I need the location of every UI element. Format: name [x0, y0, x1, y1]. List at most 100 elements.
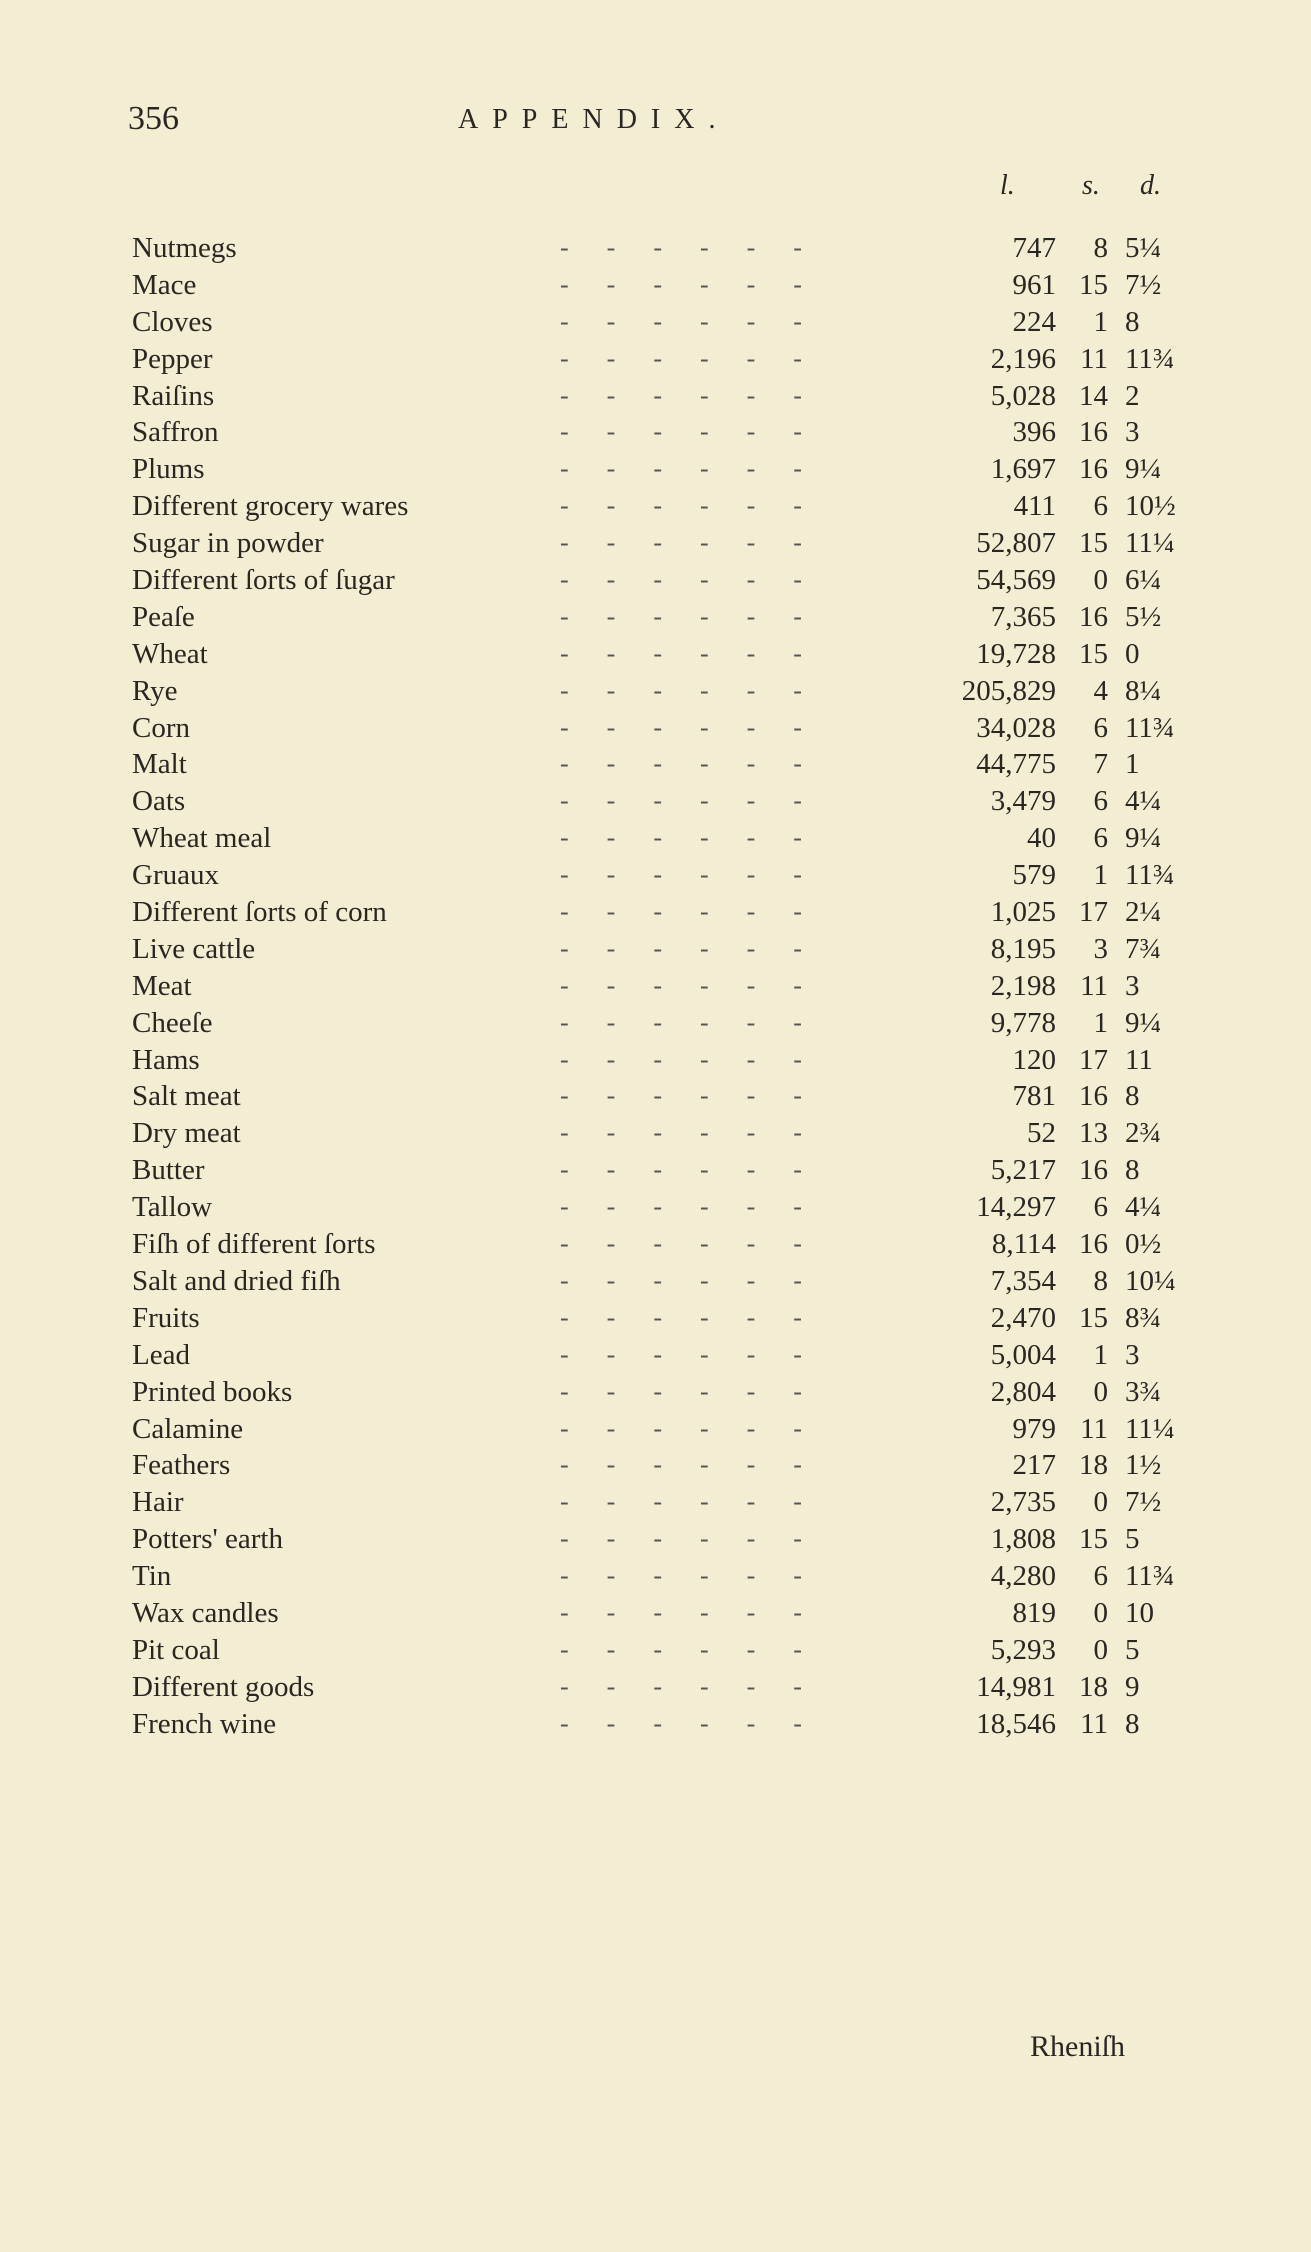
- table-row: French wine 18,546 11 8 ------: [0, 1706, 1311, 1743]
- table-row: Potters' earth 1,808 15 5 ------: [0, 1521, 1311, 1558]
- pence-value: 4¼: [1125, 785, 1162, 818]
- pounds-value: 1,025: [990, 896, 1056, 929]
- shillings-value: 16: [1079, 1154, 1108, 1187]
- pounds-value: 217: [1012, 1449, 1057, 1482]
- pence-value: 2¾: [1125, 1117, 1162, 1150]
- item-name: Cloves: [132, 305, 213, 338]
- item-name: Corn: [132, 711, 190, 744]
- dot-leader: ------: [560, 1450, 840, 1480]
- item-name: Wheat meal: [132, 822, 272, 855]
- item-name: Hams: [132, 1043, 200, 1076]
- item-name: Different grocery wares: [132, 490, 409, 523]
- item-name: Rye: [132, 674, 178, 707]
- pence-value: 8: [1125, 1707, 1140, 1740]
- table-row: Different ſorts of ſugar 54,569 0 6¼ ------: [0, 562, 1311, 599]
- table-row: Calamine 979 11 11¼ ------: [0, 1411, 1311, 1448]
- pounds-value: 14,981: [976, 1670, 1056, 1703]
- pounds-value: 4,280: [990, 1560, 1056, 1593]
- pounds-value: 7,365: [990, 600, 1056, 633]
- pence-value: 1½: [1125, 1449, 1162, 1482]
- item-name: Lead: [132, 1338, 190, 1371]
- pence-value: 0½: [1125, 1228, 1162, 1261]
- pence-value: 4¼: [1125, 1191, 1162, 1224]
- pounds-value: 52,807: [976, 527, 1056, 560]
- pounds-value: 40: [1027, 822, 1056, 855]
- dot-leader: ------: [560, 1597, 840, 1627]
- pence-value: 7½: [1125, 268, 1162, 301]
- shillings-value: 0: [1093, 1375, 1109, 1408]
- pounds-value: 19,728: [976, 637, 1056, 670]
- dot-leader: ------: [560, 417, 840, 447]
- pounds-value: 2,804: [990, 1375, 1056, 1408]
- shillings-value: 11: [1080, 1707, 1108, 1740]
- shillings-value: 17: [1079, 896, 1108, 929]
- item-name: Raiſins: [132, 379, 215, 412]
- item-name: Salt meat: [132, 1080, 241, 1113]
- pounds-value: 5,217: [990, 1154, 1056, 1187]
- shillings-value: 15: [1079, 637, 1108, 670]
- pence-value: 9¼: [1125, 453, 1162, 486]
- shillings-value: 6: [1093, 1191, 1109, 1224]
- item-name: Sugar in powder: [132, 527, 324, 560]
- item-name: Different ſorts of corn: [132, 896, 387, 929]
- dot-leader: ------: [560, 1487, 840, 1517]
- table-row: Fruits 2,470 15 8¾ ------: [0, 1300, 1311, 1337]
- shillings-value: 18: [1079, 1449, 1108, 1482]
- table-row: Salt meat 781 16 8 ------: [0, 1078, 1311, 1115]
- shillings-value: 6: [1093, 1560, 1109, 1593]
- dot-leader: ------: [560, 380, 840, 410]
- table-row: Pepper 2,196 11 11¾ ------: [0, 341, 1311, 378]
- dot-leader: ------: [560, 786, 840, 816]
- shillings-value: 11: [1080, 342, 1108, 375]
- dot-leader: ------: [560, 860, 840, 890]
- shillings-value: 16: [1079, 1080, 1108, 1113]
- shillings-value: 11: [1080, 1412, 1108, 1445]
- pence-value: 6¼: [1125, 564, 1162, 597]
- pounds-value: 961: [1012, 268, 1057, 301]
- item-name: Pit coal: [132, 1633, 220, 1666]
- dot-leader: ------: [560, 675, 840, 705]
- table-row: Lead 5,004 1 3 ------: [0, 1337, 1311, 1374]
- table-row: Fiſh of different ſorts 8,114 16 0½ ------: [0, 1226, 1311, 1263]
- shillings-value: 16: [1079, 453, 1108, 486]
- pounds-value: 5,004: [990, 1338, 1056, 1371]
- column-header-pounds: l.: [1000, 170, 1015, 201]
- pounds-value: 8,195: [990, 932, 1056, 965]
- pounds-value: 1,808: [990, 1523, 1056, 1556]
- table-row: Wax candles 819 0 10 ------: [0, 1595, 1311, 1632]
- dot-leader: ------: [560, 1118, 840, 1148]
- pounds-value: 5,293: [990, 1633, 1056, 1666]
- pounds-value: 5,028: [990, 379, 1056, 412]
- table-row: Hams 120 17 11 ------: [0, 1042, 1311, 1079]
- shillings-value: 11: [1080, 969, 1108, 1002]
- table-row: Nutmegs 747 8 5¼ ------: [0, 230, 1311, 267]
- table-row: Sugar in powder 52,807 15 11¼ ------: [0, 525, 1311, 562]
- pounds-value: 2,735: [990, 1486, 1056, 1519]
- item-name: Hair: [132, 1486, 184, 1519]
- dot-leader: ------: [560, 565, 840, 595]
- dot-leader: ------: [560, 638, 840, 668]
- pounds-value: 3,479: [990, 785, 1056, 818]
- dot-leader: ------: [560, 1671, 840, 1701]
- pence-value: 11¾: [1125, 342, 1175, 375]
- item-name: Oats: [132, 785, 186, 818]
- shillings-value: 16: [1079, 416, 1108, 449]
- table-row: Cloves 224 1 8 ------: [0, 304, 1311, 341]
- pence-value: 11¾: [1125, 859, 1175, 892]
- item-name: French wine: [132, 1707, 277, 1740]
- dot-leader: ------: [560, 970, 840, 1000]
- pounds-value: 2,196: [990, 342, 1056, 375]
- item-name: Salt and dried fiſh: [132, 1264, 341, 1297]
- pence-value: 8¾: [1125, 1301, 1162, 1334]
- shillings-value: 4: [1093, 674, 1109, 707]
- catchword: Rheniſh: [1030, 2030, 1125, 2063]
- pence-value: 5: [1125, 1633, 1140, 1666]
- shillings-value: 15: [1079, 1523, 1108, 1556]
- pence-value: 2: [1125, 379, 1140, 412]
- dot-leader: ------: [560, 823, 840, 853]
- shillings-value: 1: [1093, 1006, 1109, 1039]
- item-name: Fruits: [132, 1301, 200, 1334]
- item-name: Live cattle: [132, 932, 256, 965]
- table-row: Cheeſe 9,778 1 9¼ ------: [0, 1005, 1311, 1042]
- dot-leader: ------: [560, 233, 840, 262]
